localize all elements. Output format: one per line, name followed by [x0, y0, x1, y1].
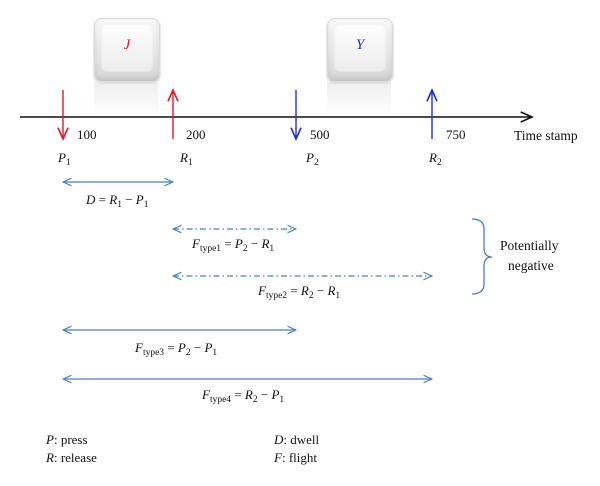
key-y-reflection	[327, 82, 391, 118]
legend-dwell: D: dwell	[274, 432, 320, 447]
time-value-p2: 500	[310, 127, 330, 142]
event-label-r2: R2	[429, 150, 442, 168]
time-value-r1: 200	[186, 127, 206, 142]
time-value-r2: 750	[446, 127, 466, 142]
note-line-1: Potentially	[500, 238, 559, 253]
flight-type1-formula: Ftype1 = P2 − R1	[192, 236, 275, 254]
time-value-p1: 100	[77, 127, 97, 142]
legend-flight: F: flight	[274, 450, 317, 465]
flight-type3-formula: Ftype3 = P2 − P1	[135, 340, 218, 358]
key-y: Y	[327, 18, 393, 82]
event-label-p2: P2	[306, 150, 319, 168]
time-axis-label: Time stamp	[514, 128, 578, 143]
key-y-letter: Y	[355, 37, 365, 53]
event-label-p1: P1	[58, 150, 71, 168]
key-j-reflection	[94, 82, 158, 118]
legend-release: R: release	[46, 450, 97, 465]
note-line-2: negative	[508, 258, 554, 273]
event-label-r1: R1	[180, 150, 193, 168]
flight-type4-formula: Ftype4 = R2 − P1	[202, 387, 285, 405]
flight-type2-formula: Ftype2 = R2 − R1	[258, 283, 341, 301]
dwell-formula: D = R1 − P1	[86, 192, 149, 210]
key-j: J	[94, 18, 160, 82]
legend-press: P: press	[46, 432, 88, 447]
potentially-negative-brace	[471, 218, 493, 295]
key-j-letter: J	[123, 37, 131, 53]
